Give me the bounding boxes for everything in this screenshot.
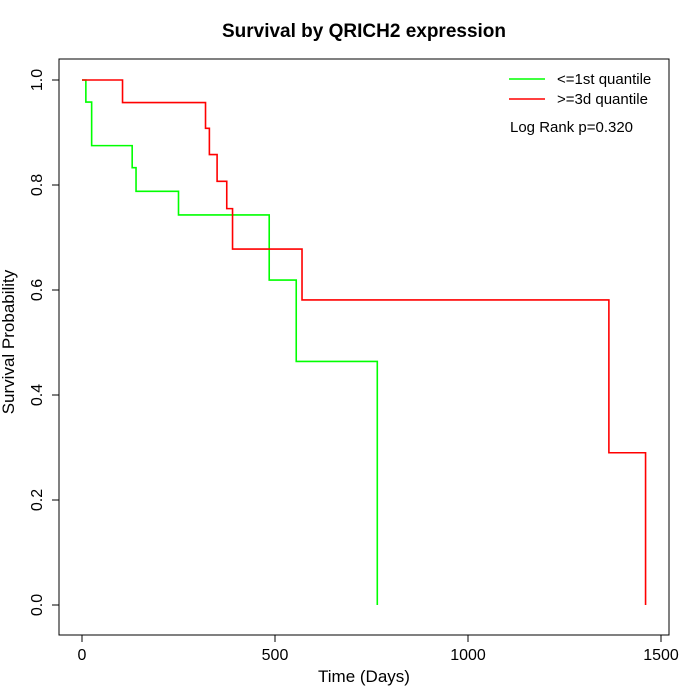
x-tick-label: 1000: [450, 647, 486, 664]
chart-title: Survival by QRICH2 expression: [222, 21, 506, 42]
x-tick-label: 500: [262, 647, 289, 664]
y-tick-label: 0.2: [29, 489, 46, 511]
series-line-1: [82, 79, 379, 605]
legend-label-1: <=1st quantile: [557, 71, 651, 88]
y-axis-label: Survival Probability: [0, 269, 18, 414]
y-axis: 0.0 0.2 0.4 0.6 0.8 1.0: [29, 69, 60, 616]
y-tick-label: 0.4: [29, 384, 46, 406]
x-axis-label: Time (Days): [318, 667, 410, 686]
series-layer: [82, 79, 647, 605]
y-tick-label: 0.6: [29, 279, 46, 301]
x-tick-label: 0: [78, 647, 87, 664]
series-line-2: [82, 79, 647, 605]
log-rank-annotation: Log Rank p=0.320: [510, 119, 633, 136]
x-tick-label: 1500: [643, 647, 679, 664]
legend-label-2: >=3d quantile: [557, 91, 648, 108]
y-tick-label: 0.0: [29, 594, 46, 616]
x-axis: 0 500 1000 1500: [78, 634, 679, 664]
y-tick-label: 1.0: [29, 69, 46, 91]
legend: <=1st quantile >=3d quantile: [509, 71, 651, 108]
y-tick-label: 0.8: [29, 174, 46, 196]
